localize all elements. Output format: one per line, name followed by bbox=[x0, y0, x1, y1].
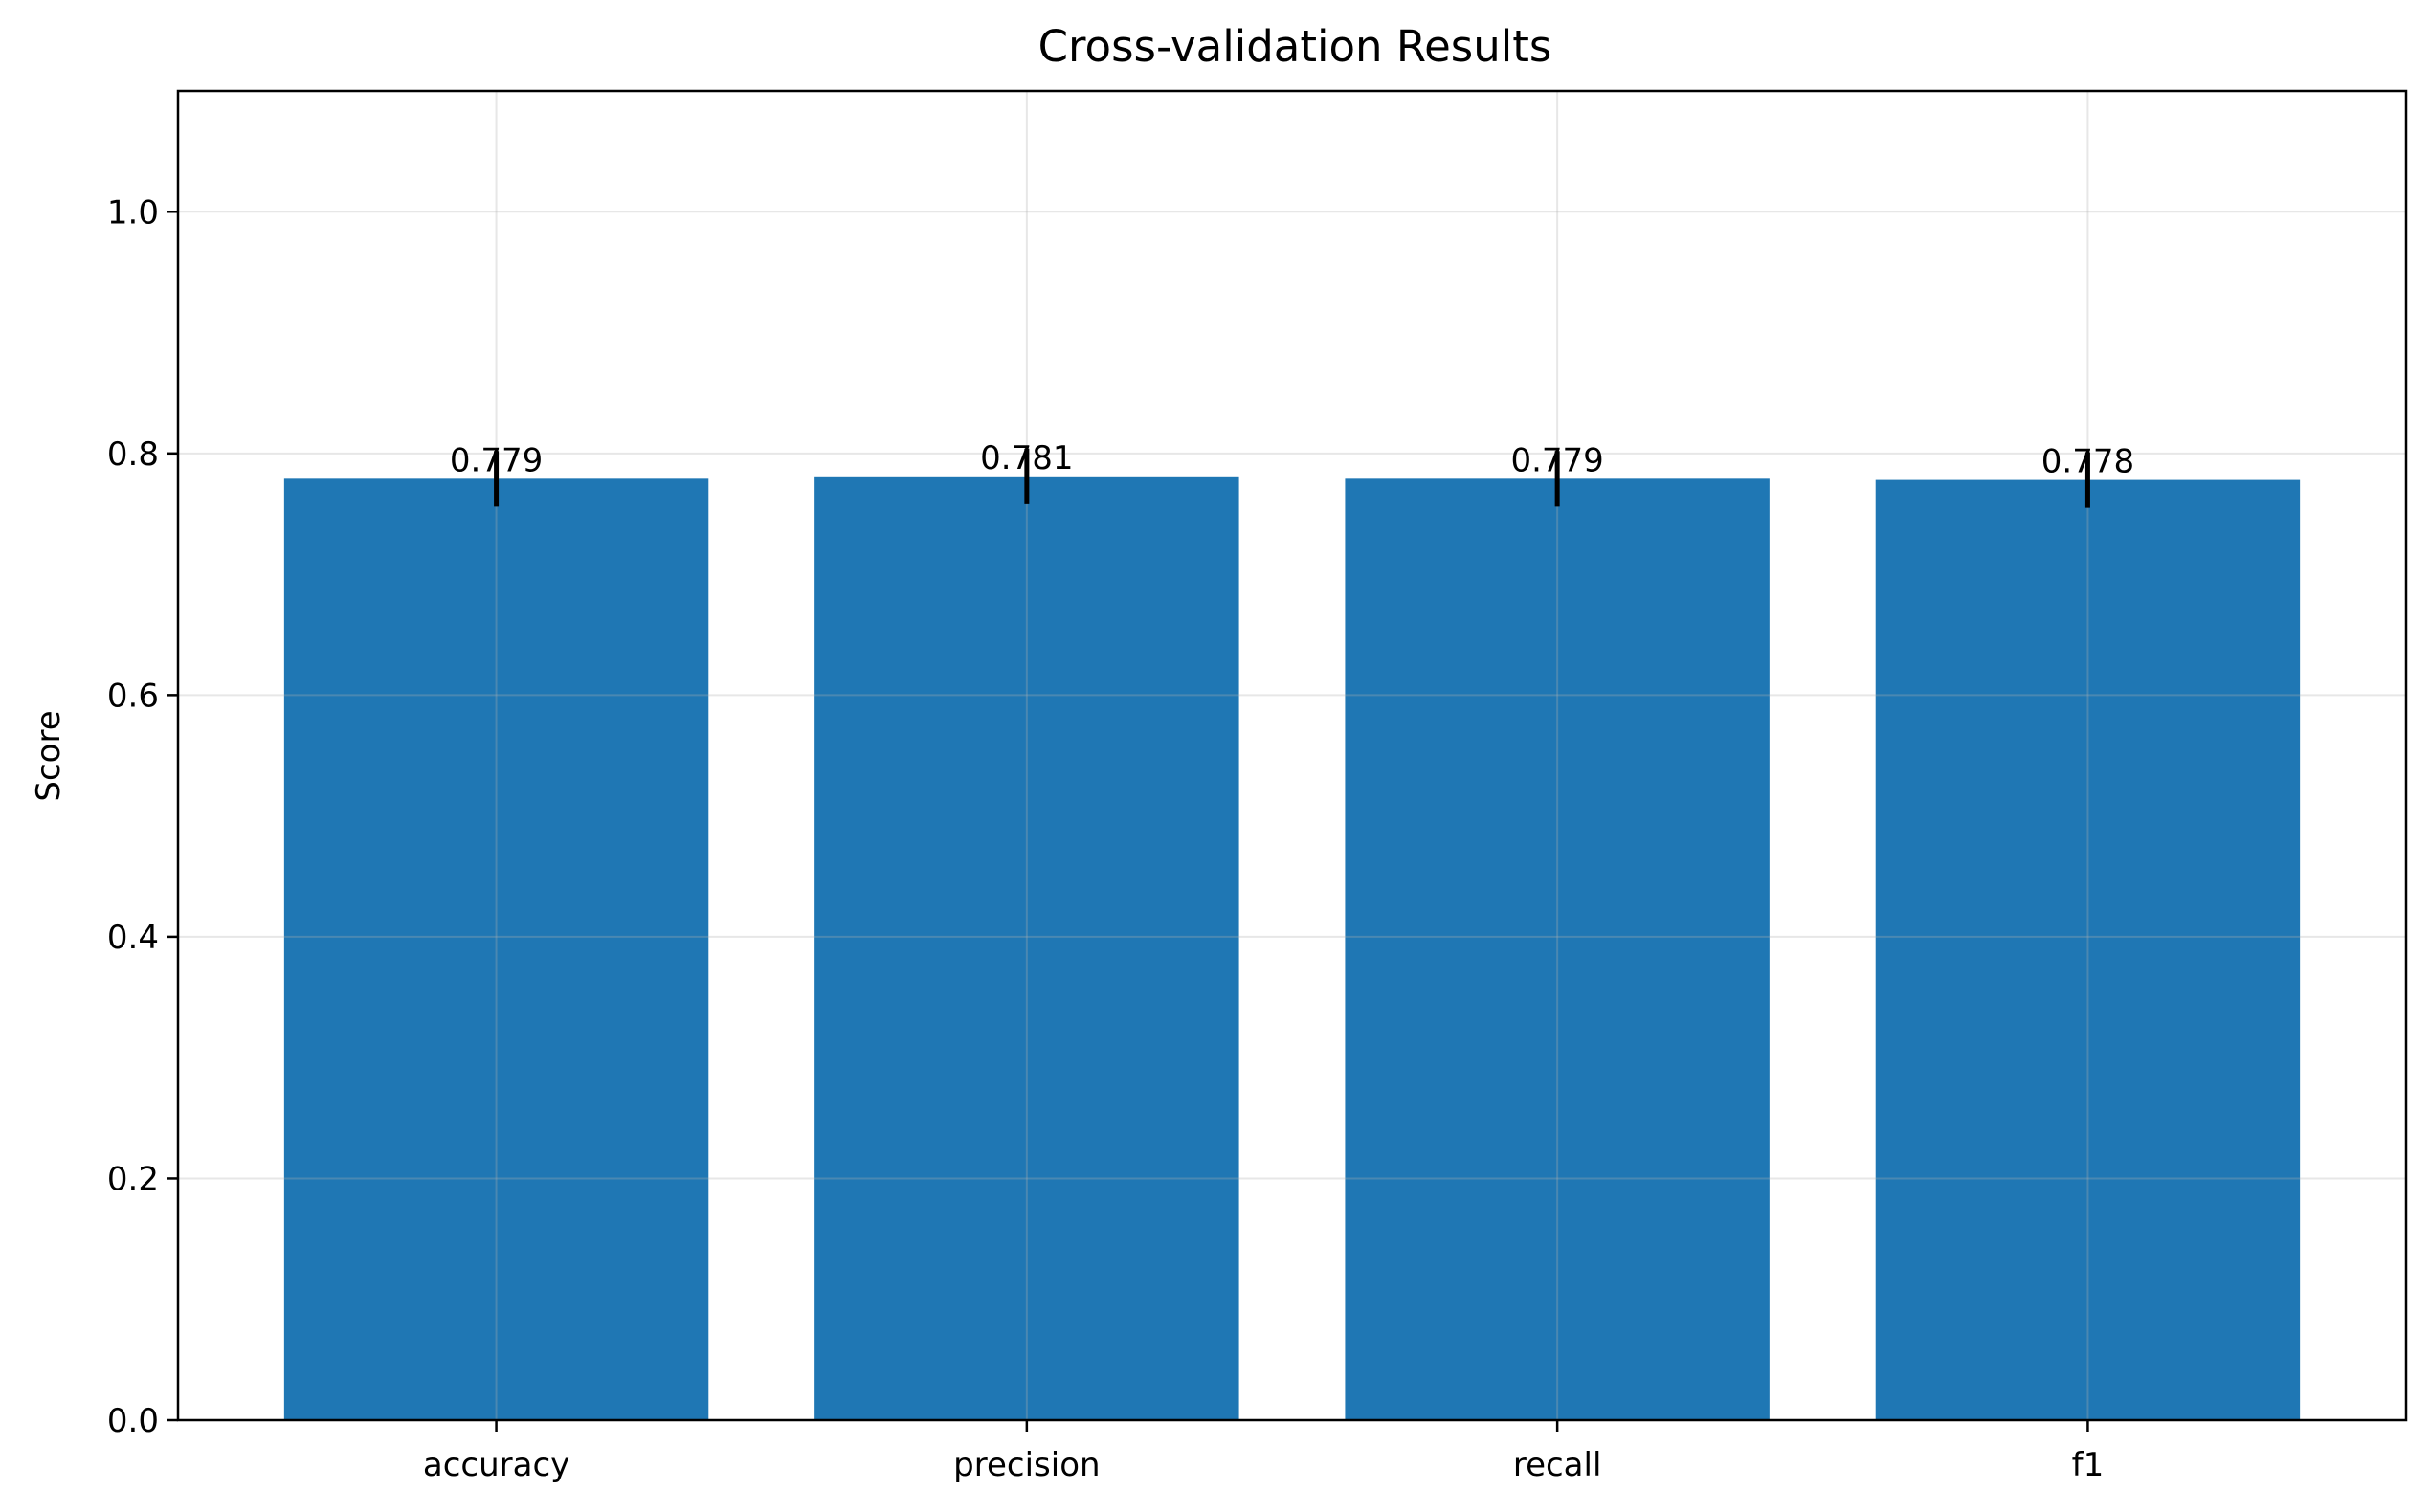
axis-ticks: 0.0 0.2 0.4 0.6 0.8 1.0 accuracy precision recal… bbox=[107, 193, 2104, 1484]
value-label: 0.779 bbox=[1510, 441, 1603, 479]
x-tick-label: recall bbox=[1513, 1446, 1602, 1484]
value-labels: 0.779 0.781 0.779 0.778 bbox=[450, 439, 2134, 481]
value-label: 0.781 bbox=[980, 439, 1073, 478]
y-tick-label: 0.0 bbox=[107, 1402, 159, 1440]
chart-title: Cross-validation Results bbox=[1038, 21, 1552, 72]
bar-recall bbox=[1345, 478, 1770, 1420]
y-tick-label: 0.8 bbox=[107, 435, 159, 474]
error-bars bbox=[494, 448, 2090, 508]
x-tick-label: accuracy bbox=[423, 1446, 569, 1484]
y-tick-label: 0.2 bbox=[107, 1160, 159, 1198]
x-tick-label: precision bbox=[953, 1446, 1100, 1484]
grid bbox=[178, 91, 2406, 1420]
y-tick-label: 0.4 bbox=[107, 919, 159, 957]
bars bbox=[283, 476, 2301, 1421]
bar-f1 bbox=[1875, 479, 2301, 1421]
y-tick-label: 0.6 bbox=[107, 677, 159, 715]
y-tick-label: 1.0 bbox=[107, 193, 159, 232]
value-label: 0.779 bbox=[450, 441, 543, 479]
bar-precision bbox=[814, 476, 1239, 1420]
y-axis-label: Score bbox=[30, 710, 68, 801]
bar-accuracy bbox=[283, 478, 709, 1420]
value-label: 0.778 bbox=[2041, 443, 2134, 481]
x-tick-label: f1 bbox=[2072, 1446, 2105, 1484]
plot-area-frame bbox=[176, 89, 2408, 1422]
